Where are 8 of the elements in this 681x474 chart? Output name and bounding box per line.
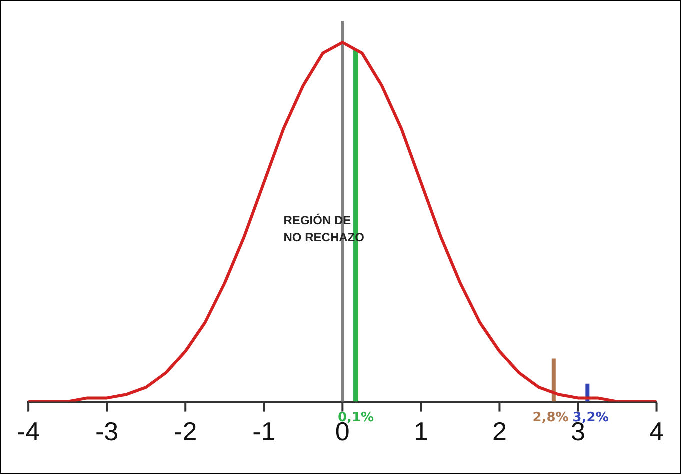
x-tick-label: 1	[414, 416, 428, 447]
x-tick-label: -1	[252, 416, 276, 447]
x-tick-label: -4	[16, 416, 40, 447]
series-label: 2,8%	[532, 410, 569, 426]
x-tick-label: -3	[96, 416, 119, 447]
x-tick-label: -2	[174, 416, 198, 447]
x-tick-label: 4	[650, 416, 664, 447]
x-tick-label: 2	[492, 416, 507, 447]
